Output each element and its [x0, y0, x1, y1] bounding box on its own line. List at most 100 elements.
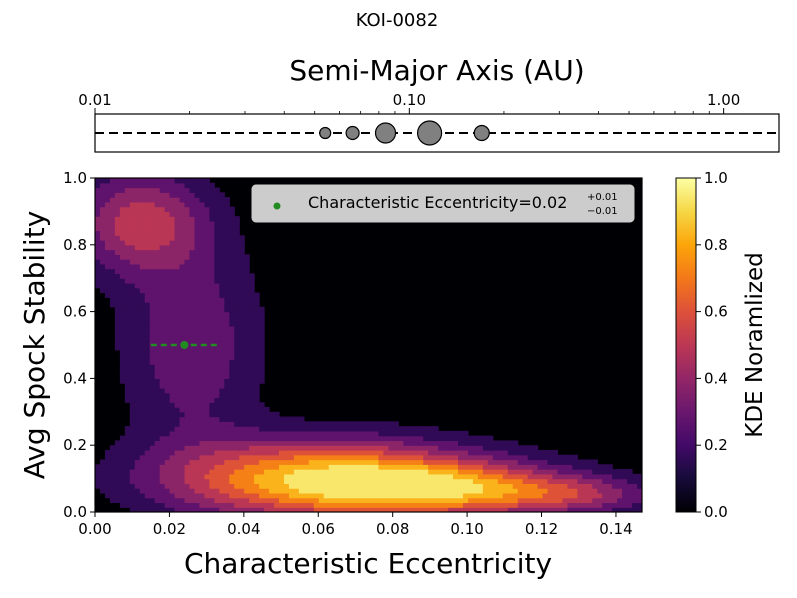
kde-cell — [184, 192, 191, 198]
kde-cell — [199, 507, 205, 512]
kde-cell — [139, 507, 146, 512]
kde-cell — [139, 230, 146, 236]
kde-cell — [293, 492, 300, 499]
kde-cell — [184, 235, 191, 241]
kde-cell — [164, 345, 171, 351]
kde-cell — [224, 483, 230, 489]
kde-cell — [358, 502, 365, 508]
kde-cell — [398, 440, 404, 446]
kde-cell — [134, 182, 141, 189]
kde-cell — [154, 302, 161, 308]
kde-cell — [144, 197, 151, 203]
planet-marker — [416, 120, 443, 146]
kde-cell — [249, 392, 255, 399]
kde-cell — [637, 502, 642, 508]
kde-cell — [283, 478, 290, 484]
kde-cell — [472, 483, 479, 489]
kde-cell — [433, 478, 439, 484]
kde-cell — [124, 488, 131, 494]
kde-cell — [124, 197, 131, 203]
colorbar-tick-label: 0.0 — [704, 503, 728, 521]
kde-cell — [552, 473, 559, 480]
kde-cell — [124, 449, 131, 456]
kde-cell — [244, 306, 250, 313]
kde-cell — [149, 402, 156, 408]
kde-cell — [527, 497, 534, 504]
kde-cell — [214, 325, 220, 332]
kde-cell — [194, 378, 201, 384]
kde-cell — [114, 178, 121, 184]
kde-cell — [338, 507, 345, 512]
kde-cell — [627, 492, 633, 499]
kde-cell — [303, 488, 310, 494]
kde-cell — [189, 273, 196, 279]
kde-cell — [622, 507, 628, 512]
kde-cell — [159, 397, 166, 403]
kde-cell — [358, 445, 365, 451]
kde-cell — [244, 263, 250, 270]
kde-cell — [179, 254, 186, 260]
kde-cell — [149, 449, 156, 456]
kde-cell — [104, 220, 111, 227]
kde-cell — [189, 254, 196, 260]
kde-cell — [114, 297, 121, 303]
kde-cell — [154, 483, 161, 489]
kde-cell — [229, 282, 235, 289]
kde-cell — [99, 278, 106, 284]
kde-cell — [179, 211, 186, 217]
kde-cell — [154, 445, 161, 451]
kde-cell — [453, 483, 459, 489]
kde-cell — [95, 182, 101, 189]
kde-cell — [269, 478, 275, 484]
kde-cell — [119, 259, 126, 265]
kde-cell — [522, 445, 529, 451]
kde-cell — [219, 197, 225, 203]
kde-cell — [358, 507, 365, 512]
kde-cell — [189, 478, 196, 484]
kde-cell — [637, 492, 642, 499]
kde-cell — [149, 411, 156, 418]
kde-cell — [164, 201, 171, 208]
kde-cell — [254, 311, 260, 317]
kde-cell — [234, 282, 240, 289]
kde-cell — [522, 469, 529, 475]
kde-cell — [124, 469, 131, 475]
kde-cell — [189, 383, 196, 389]
kde-cell — [204, 478, 210, 484]
kde-cell — [149, 507, 156, 512]
kde-cell — [443, 483, 449, 489]
kde-cell — [194, 306, 201, 313]
kde-cell — [249, 373, 255, 379]
kde-cell — [428, 464, 434, 470]
kde-cell — [552, 454, 559, 461]
kde-cell — [144, 273, 151, 279]
kde-cell — [517, 459, 524, 465]
kde-cell — [393, 449, 399, 456]
kde-cell — [159, 263, 166, 270]
kde-cell — [124, 359, 131, 365]
kde-cell — [323, 426, 330, 432]
kde-cell — [174, 254, 181, 260]
kde-cell — [298, 440, 305, 446]
kde-cell — [472, 435, 479, 442]
kde-cell — [378, 502, 385, 508]
kde-cell — [244, 302, 250, 308]
kde-cell — [104, 278, 111, 284]
kde-cell — [214, 287, 220, 294]
kde-cell — [378, 454, 385, 461]
kde-cell — [234, 397, 240, 403]
kde-cell — [502, 464, 509, 470]
kde-cell — [214, 201, 220, 208]
kde-cell — [114, 440, 121, 446]
kde-cell — [303, 473, 310, 480]
kde-cell — [179, 488, 186, 494]
kde-cell — [139, 359, 146, 365]
kde-cell — [144, 254, 151, 260]
kde-cell — [219, 249, 225, 255]
kde-cell — [239, 421, 245, 427]
kde-cell — [169, 373, 176, 379]
kde-cell — [109, 292, 116, 298]
kde-cell — [194, 392, 201, 399]
kde-cell — [149, 373, 156, 379]
kde-cell — [179, 364, 186, 370]
